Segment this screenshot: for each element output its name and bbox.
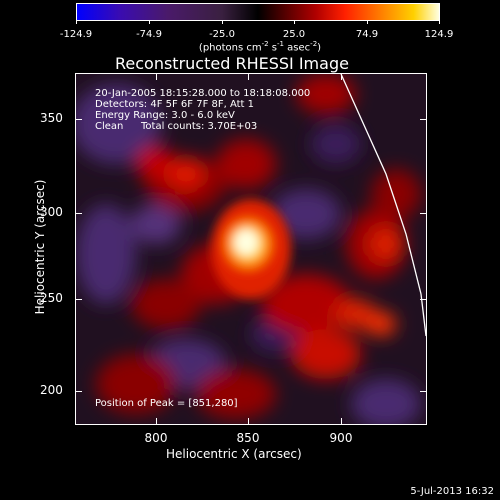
x-tick-mark [248,74,249,80]
y-tick-mark [76,391,82,392]
x-tick-label: 850 [236,431,260,445]
rhessi-heatmap [76,74,426,424]
colorbar-tick-mark [149,20,150,24]
y-axis-label: Heliocentric Y (arcsec) [33,179,47,315]
colorbar [76,3,440,21]
colorbar-unit-label: (photons cm-2 s-1 asec-2) [198,40,322,54]
colorbar-tick-label: -25.0 [209,29,235,40]
colorbar-tick-mark [222,20,223,24]
y-tick-label: 250 [40,291,63,305]
x-tick-mark [156,74,157,80]
y-tick-mark [420,119,426,120]
x-tick-label: 800 [144,431,168,445]
y-tick-mark [420,391,426,392]
colorbar-tick-label: -124.9 [59,29,93,40]
y-tick-label: 350 [40,111,63,125]
plot-title: Reconstructed RHESSI Image [115,54,349,73]
info-counts: Total counts: 3.70E+03 [141,121,258,132]
x-tick-mark [341,418,342,424]
y-tick-label: 300 [40,205,63,219]
info-detectors: Detectors: 4F 5F 6F 7F 8F, Att 1 [95,99,255,110]
y-tick-mark [76,299,82,300]
heatmap-peak [211,199,291,299]
colorbar-tick-label: 74.9 [355,29,379,40]
y-tick-mark [76,213,82,214]
image-plot: 20-Jan-2005 18:15:28.000 to 18:18:08.000… [75,73,427,425]
timestamp: 5-Jul-2013 16:32 [410,486,494,497]
colorbar-tick-label: -74.9 [136,29,162,40]
x-tick-mark [156,418,157,424]
solar-limb-line [340,74,426,337]
colorbar-tick-mark [76,20,77,24]
colorbar-tick-mark [439,20,440,24]
info-clean: Clean [95,121,124,132]
colorbar-tick-label: 124.9 [424,29,454,40]
info-energy: Energy Range: 3.0 - 6.0 keV [95,110,235,121]
y-tick-label: 200 [40,383,63,397]
info-time: 20-Jan-2005 18:15:28.000 to 18:18:08.000 [95,88,311,99]
peak-position: Position of Peak = [851,280] [95,398,238,409]
colorbar-tick-mark [294,20,295,24]
x-axis-label: Heliocentric X (arcsec) [166,447,302,461]
colorbar-tick-mark [367,20,368,24]
x-tick-mark [341,74,342,80]
x-tick-mark [248,418,249,424]
y-tick-mark [420,213,426,214]
x-tick-label: 900 [329,431,353,445]
y-tick-mark [420,299,426,300]
y-tick-mark [76,119,82,120]
colorbar-tick-label: 25.0 [282,29,306,40]
